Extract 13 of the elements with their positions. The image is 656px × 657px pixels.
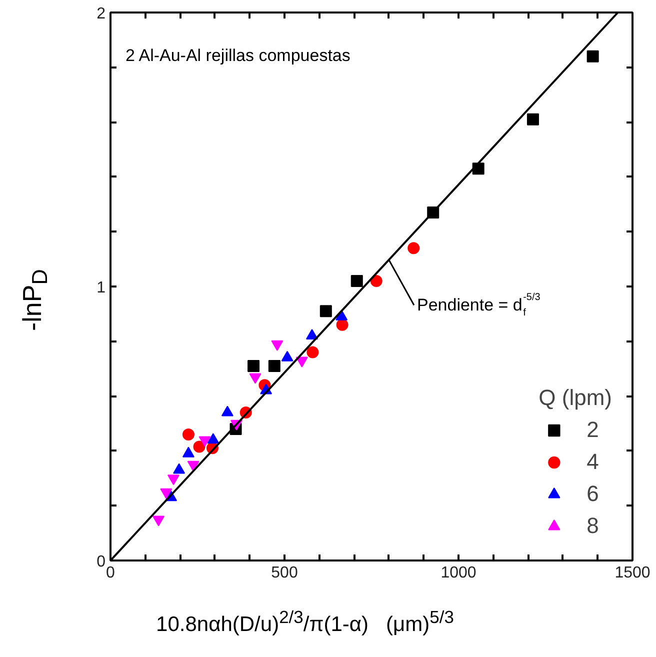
legend-label: 8 <box>586 512 600 540</box>
y-tick-label: 1 <box>96 280 106 296</box>
x-axis-title: 10.8nαh(D/u)$^{2/3}$/π(1-α) (μm)$^{5/3}$ <box>155 606 455 638</box>
legend-label: 4 <box>586 448 600 476</box>
legend-label: 2 <box>586 416 600 444</box>
y-tick-label: 2 <box>96 6 106 22</box>
y-tick-label: 0 <box>96 554 106 570</box>
annotation: 2 Al-Au-Al rejillas compuestas <box>126 46 350 65</box>
x-tick-label: 1500 <box>614 564 650 582</box>
x-tick-label: 1000 <box>440 564 476 582</box>
x-tick-label: 500 <box>271 564 298 582</box>
legend-label: 6 <box>586 480 600 508</box>
legend-title: Q (lpm) <box>538 385 612 411</box>
